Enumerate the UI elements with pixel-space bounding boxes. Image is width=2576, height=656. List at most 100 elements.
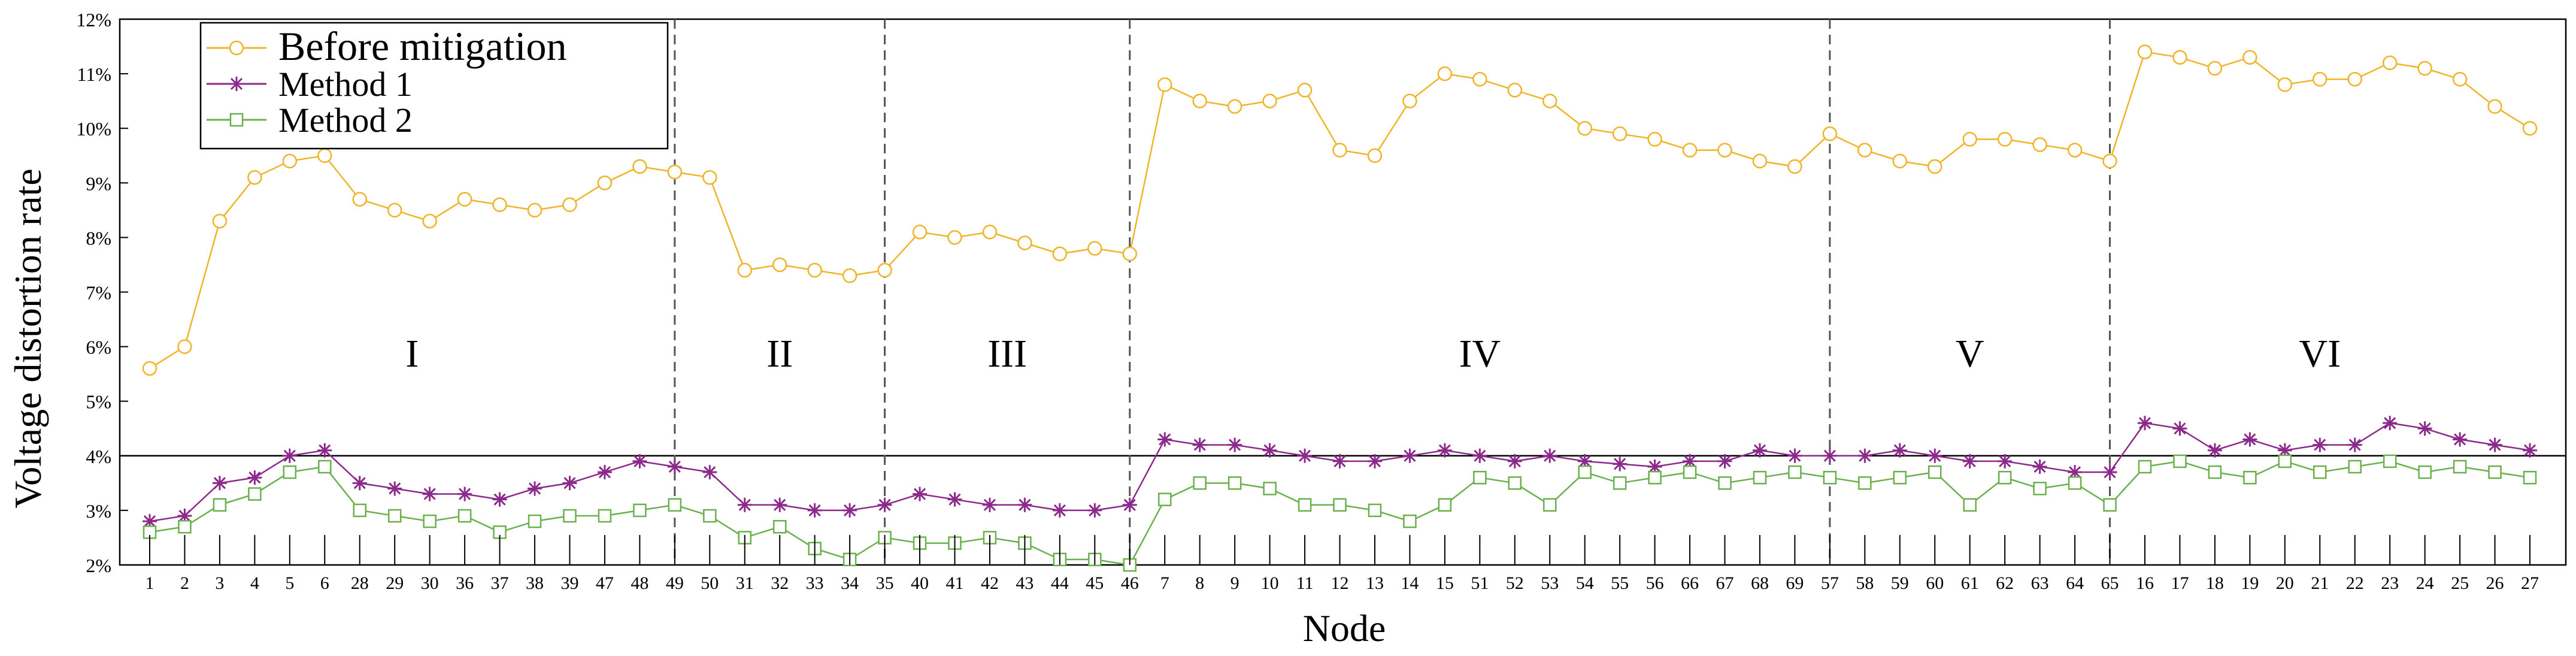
data-point — [668, 498, 682, 512]
data-point — [1332, 143, 1347, 158]
data-point — [1402, 448, 1417, 463]
data-point — [1262, 93, 1277, 108]
x-tick-label: 32 — [771, 573, 789, 593]
data-point — [562, 197, 577, 212]
data-point — [1157, 492, 1172, 506]
x-tick-label: 2 — [180, 573, 189, 593]
data-point — [1998, 470, 2012, 485]
x-tick-label: 30 — [421, 573, 439, 593]
x-tick-label: 60 — [1926, 573, 1944, 593]
data-point — [422, 213, 437, 229]
data-point — [737, 262, 752, 278]
data-point — [2417, 61, 2432, 76]
x-tick-label: 26 — [2486, 573, 2504, 593]
x-tick-label: 29 — [386, 573, 404, 593]
data-point — [387, 202, 402, 218]
data-point — [2383, 454, 2397, 468]
data-point — [702, 170, 717, 185]
data-point — [1683, 465, 1697, 479]
data-point — [1683, 454, 1698, 468]
data-point — [1332, 454, 1347, 468]
data-point — [2033, 482, 2047, 495]
data-point — [1577, 454, 1592, 468]
data-point — [563, 509, 577, 523]
data-point — [457, 192, 472, 207]
data-point — [1122, 246, 1138, 261]
x-tick-label: 66 — [1681, 573, 1699, 593]
data-point — [178, 519, 192, 534]
x-tick-label: 64 — [2066, 573, 2084, 593]
data-point — [1472, 448, 1487, 463]
data-point — [1648, 470, 1662, 485]
x-tick-label: 57 — [1821, 573, 1839, 593]
data-point — [143, 514, 157, 529]
data-point — [2137, 44, 2153, 59]
x-tick-label: 11 — [1296, 573, 1314, 593]
series-before-mitigation — [142, 44, 2538, 376]
data-point — [2032, 137, 2047, 152]
data-point — [212, 476, 227, 491]
data-point — [2102, 153, 2117, 169]
x-tick-label: 12 — [1331, 573, 1349, 593]
data-point — [1157, 77, 1172, 92]
data-point — [1928, 159, 1942, 174]
data-point — [1228, 437, 1242, 452]
x-tick-label: 22 — [2346, 573, 2364, 593]
x-tick-label: 20 — [2276, 573, 2294, 593]
legend-label: Method 1 — [278, 65, 413, 104]
data-point — [177, 509, 192, 524]
data-point — [1928, 465, 1942, 479]
data-point — [247, 170, 262, 185]
data-point — [2068, 476, 2082, 490]
data-point — [2068, 465, 2083, 480]
x-tick-label: 50 — [701, 573, 719, 593]
data-point — [772, 497, 787, 512]
data-point — [1892, 443, 1907, 458]
data-point — [248, 487, 262, 501]
x-tick-label: 44 — [1051, 573, 1069, 593]
x-tick-label: 25 — [2451, 573, 2469, 593]
data-point — [947, 230, 962, 245]
data-point — [1752, 443, 1767, 458]
data-point — [1857, 143, 1872, 158]
data-point — [2522, 120, 2538, 136]
data-point — [1437, 66, 1453, 81]
data-point — [1613, 476, 1627, 490]
data-point — [667, 459, 682, 474]
data-point — [2453, 459, 2467, 474]
axes: 2%3%4%5%6%7%8%9%10%11%12%1 2 3 4 5 6 28 29 30 36 3… — [76, 9, 2539, 593]
x-tick-label: 37 — [491, 573, 509, 593]
data-point — [1717, 454, 1732, 468]
region-label: VI — [2299, 332, 2341, 376]
data-point — [142, 361, 157, 376]
data-point — [2172, 421, 2187, 436]
data-point — [1613, 457, 1628, 471]
data-point — [913, 486, 928, 501]
data-point — [1963, 498, 1977, 512]
region-label: II — [766, 332, 793, 376]
region-label: V — [1956, 332, 1984, 376]
data-point — [1403, 514, 1417, 528]
data-point — [2243, 470, 2257, 485]
x-tick-label: 58 — [1856, 573, 1874, 593]
x-tick-label: 40 — [911, 573, 929, 593]
x-tick-label: 35 — [876, 573, 894, 593]
data-point — [947, 492, 962, 507]
data-point — [1017, 497, 1032, 512]
x-tick-label: 8 — [1195, 573, 1204, 593]
region-label: IV — [1459, 332, 1501, 376]
x-tick-label: 24 — [2416, 573, 2434, 593]
x-tick-label: 69 — [1786, 573, 1804, 593]
legend-label: Before mitigation — [278, 23, 567, 69]
data-point — [2173, 454, 2187, 468]
data-point — [842, 268, 857, 283]
data-point — [1507, 83, 1523, 98]
data-point — [1787, 159, 1802, 174]
x-tick-label: 42 — [981, 573, 999, 593]
y-axis-title: Voltage distortion rate — [7, 168, 49, 509]
y-tick-label: 7% — [86, 282, 111, 304]
data-point — [422, 486, 437, 501]
x-tick-label: 4 — [250, 573, 259, 593]
data-point — [1507, 454, 1522, 468]
x-tick-label: 6 — [320, 573, 329, 593]
